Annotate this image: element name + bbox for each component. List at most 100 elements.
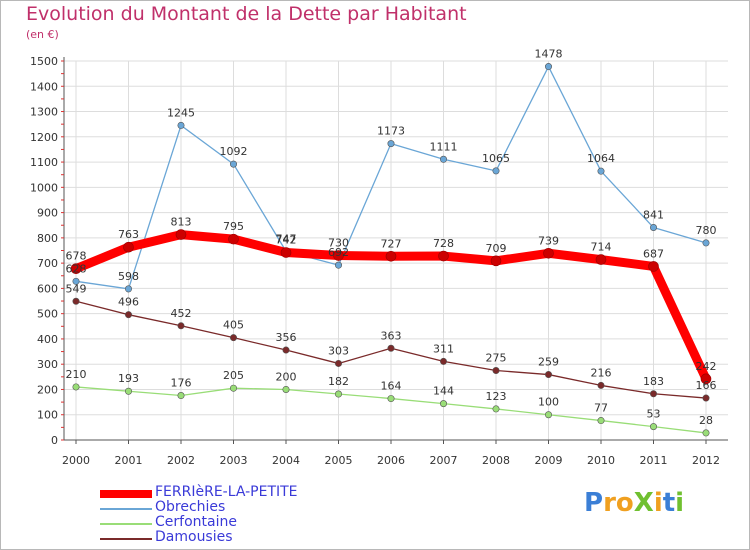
x-tick-label: 2012 <box>692 454 720 467</box>
logo-letter: r <box>603 488 616 518</box>
data-label: 1245 <box>167 106 195 119</box>
y-tick-label: 300 <box>37 358 58 371</box>
data-point <box>492 405 500 413</box>
data-label: 452 <box>171 307 192 320</box>
data-point <box>334 359 342 367</box>
logo-letter: i <box>653 488 663 518</box>
data-point <box>597 417 605 425</box>
data-label: 166 <box>696 379 717 392</box>
data-label: 183 <box>643 375 664 388</box>
proxiti-logo: ProXiti <box>584 488 684 518</box>
data-label: 405 <box>223 319 244 332</box>
data-point <box>72 297 80 305</box>
data-label: 200 <box>276 370 297 383</box>
data-label: 709 <box>486 242 507 255</box>
data-label: 813 <box>171 216 192 229</box>
legend-item: Damousies <box>100 529 400 546</box>
data-label: 311 <box>433 342 454 355</box>
data-point <box>595 254 607 265</box>
data-label: 356 <box>276 331 297 344</box>
data-label: 598 <box>118 270 139 283</box>
data-label: 687 <box>643 247 664 260</box>
data-label: 210 <box>66 368 87 381</box>
data-point <box>702 394 710 402</box>
legend-swatch <box>100 508 152 510</box>
legend-label: FERRIèRE-LA-PETITE <box>155 484 298 500</box>
data-point <box>702 429 710 437</box>
data-label: 747 <box>276 232 297 245</box>
data-label: 1173 <box>377 125 405 138</box>
data-point <box>334 261 342 269</box>
x-tick-label: 2005 <box>325 454 353 467</box>
data-label: 727 <box>381 237 402 250</box>
data-point <box>177 121 185 129</box>
data-point <box>544 371 552 379</box>
logo-letter: i <box>675 488 685 518</box>
data-label: 1478 <box>535 48 563 61</box>
data-point <box>282 385 290 393</box>
y-tick-label: 500 <box>37 308 58 321</box>
data-label: 182 <box>328 375 349 388</box>
data-point <box>544 63 552 71</box>
x-tick-label: 2000 <box>62 454 90 467</box>
y-tick-label: 900 <box>37 207 58 220</box>
y-tick-label: 1400 <box>30 80 58 93</box>
data-point <box>125 387 133 395</box>
x-tick-label: 2008 <box>482 454 510 467</box>
data-point <box>492 167 500 175</box>
chart-subtitle: (en €) <box>26 28 59 41</box>
data-label: 795 <box>223 220 244 233</box>
logo-letter: P <box>584 488 604 518</box>
data-point <box>230 384 238 392</box>
legend-label: Obrechies <box>155 499 226 515</box>
data-label: 363 <box>381 329 402 342</box>
data-label: 1064 <box>587 152 615 165</box>
data-point <box>439 400 447 408</box>
y-tick-label: 1000 <box>30 181 58 194</box>
y-tick-label: 1200 <box>30 131 58 144</box>
data-point <box>177 392 185 400</box>
data-label: 730 <box>328 237 349 250</box>
data-point <box>700 373 712 385</box>
y-tick-label: 800 <box>37 232 58 245</box>
data-label: 714 <box>591 241 612 254</box>
data-point <box>177 322 185 330</box>
data-label: 176 <box>171 377 192 390</box>
legend-item: Cerfontaine <box>100 514 400 531</box>
data-point <box>70 263 82 274</box>
data-point <box>230 160 238 168</box>
data-point <box>543 247 554 259</box>
y-tick-label: 1100 <box>30 156 58 169</box>
data-point <box>649 224 657 232</box>
data-label: 628 <box>66 262 87 275</box>
y-tick-label: 600 <box>37 282 58 295</box>
legend-swatch <box>100 538 152 540</box>
data-point <box>282 346 290 354</box>
data-point <box>228 233 239 245</box>
data-label: 692 <box>328 246 349 259</box>
y-tick-label: 1300 <box>30 106 58 119</box>
data-point <box>123 241 134 253</box>
data-label: 242 <box>696 360 717 373</box>
y-tick-label: 100 <box>37 409 58 422</box>
legend-label: Damousies <box>155 529 233 545</box>
y-tick-label: 1500 <box>30 55 58 68</box>
data-label: 53 <box>647 408 661 421</box>
data-point <box>385 251 397 262</box>
data-label: 123 <box>486 390 507 403</box>
data-point <box>544 411 552 419</box>
data-point <box>492 367 500 375</box>
x-tick-label: 2001 <box>115 454 143 467</box>
data-label: 28 <box>699 414 713 427</box>
chart-legend: FERRIèRE-LA-PETITE Obrechies Cerfontaine Da… <box>100 484 400 546</box>
data-label: 144 <box>433 385 454 398</box>
data-point <box>334 390 342 398</box>
data-point <box>280 247 292 258</box>
x-tick-label: 2011 <box>640 454 668 467</box>
data-point <box>649 390 657 398</box>
data-point <box>72 383 80 391</box>
legend-swatch <box>100 523 152 525</box>
data-point <box>648 261 659 272</box>
data-label: 739 <box>538 234 559 247</box>
data-point <box>230 334 238 342</box>
